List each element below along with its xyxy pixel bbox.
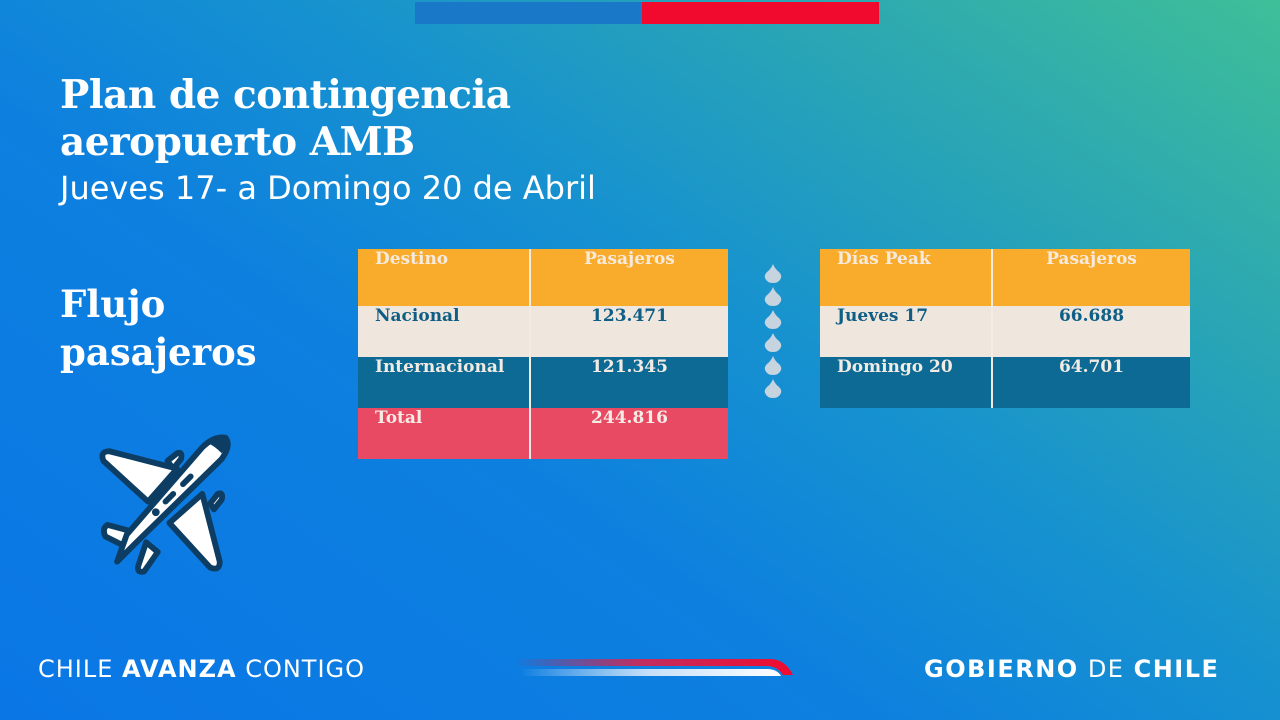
top-flag-bar	[415, 2, 879, 24]
slogan-part-2: AVANZA	[122, 655, 237, 683]
header-pasajeros: Pasajeros	[1046, 249, 1137, 269]
header-dias-peak: Días Peak	[820, 249, 993, 306]
table-header-row: Días Peak Pasajeros	[820, 249, 1190, 306]
slogan-chile-avanza-contigo: CHILE AVANZA CONTIGO	[38, 655, 365, 683]
section-title-line-2: pasajeros	[60, 330, 257, 374]
row-value: 66.688	[1058, 306, 1125, 326]
row-label: Internacional	[358, 357, 531, 408]
row-value: 123.471	[591, 306, 668, 326]
title-line-2: aeropuerto AMB	[60, 119, 415, 165]
section-title-line-1: Flujo	[60, 282, 166, 326]
drop-icon	[764, 333, 782, 352]
drop-icon	[764, 287, 782, 306]
drop-icon	[764, 379, 782, 398]
row-value: 121.345	[591, 357, 668, 377]
header-destino: Destino	[358, 249, 531, 306]
drop-divider	[764, 264, 782, 398]
top-bar-blue	[415, 2, 642, 24]
row-value: 64.701	[1058, 357, 1125, 377]
page-subtitle: Jueves 17- a Domingo 20 de Abril	[60, 169, 596, 207]
row-value: 244.816	[591, 408, 668, 428]
destino-table: Destino Pasajeros Nacional 123.471 Inter…	[358, 249, 728, 459]
drop-icon	[764, 264, 782, 283]
flag-swoosh-logo	[515, 659, 793, 676]
top-bar-red	[642, 2, 879, 24]
drop-icon	[764, 356, 782, 375]
row-label: Total	[358, 408, 531, 459]
dias-peak-table: Días Peak Pasajeros Jueves 17 66.688 Dom…	[820, 249, 1190, 408]
page-title: Plan de contingencia aeropuerto AMB	[60, 72, 511, 166]
logo-part-1: GOBIERNO	[924, 655, 1079, 683]
header-pasajeros: Pasajeros	[584, 249, 675, 269]
gobierno-de-chile-logo: GOBIERNO DE CHILE	[924, 655, 1219, 683]
row-label: Jueves 17	[820, 306, 993, 357]
drop-icon	[764, 310, 782, 329]
table-row: Jueves 17 66.688	[820, 306, 1190, 357]
airplane-icon	[99, 434, 231, 575]
table-row: Domingo 20 64.701	[820, 357, 1190, 408]
row-label: Domingo 20	[820, 357, 993, 408]
table-row: Internacional 121.345	[358, 357, 728, 408]
table-header-row: Destino Pasajeros	[358, 249, 728, 306]
slogan-part-3: CONTIGO	[236, 655, 366, 683]
row-label: Nacional	[358, 306, 531, 357]
title-line-1: Plan de contingencia	[60, 72, 511, 118]
slogan-part-1: CHILE	[38, 655, 123, 683]
table-total-row: Total 244.816	[358, 408, 728, 459]
table-row: Nacional 123.471	[358, 306, 728, 357]
logo-part-3: CHILE	[1133, 655, 1220, 683]
logo-part-2: DE	[1078, 655, 1134, 683]
section-title: Flujo pasajeros	[60, 280, 257, 376]
